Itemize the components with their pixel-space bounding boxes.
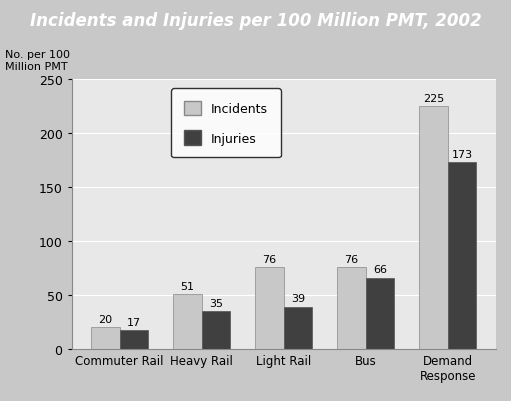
Bar xyxy=(173,294,201,349)
Text: 225: 225 xyxy=(423,94,444,104)
Bar xyxy=(337,267,366,349)
Text: 20: 20 xyxy=(98,314,112,324)
Bar xyxy=(201,311,230,349)
Text: 35: 35 xyxy=(209,298,223,308)
Text: Incidents and Injuries per 100 Million PMT, 2002: Incidents and Injuries per 100 Million P… xyxy=(30,12,481,30)
Bar xyxy=(366,278,394,349)
Text: 76: 76 xyxy=(344,254,358,264)
Text: 66: 66 xyxy=(373,265,387,275)
Bar xyxy=(448,163,476,349)
Legend: Incidents, Injuries: Incidents, Injuries xyxy=(171,89,281,158)
Text: 51: 51 xyxy=(180,281,194,291)
Text: 39: 39 xyxy=(291,294,305,304)
Text: 17: 17 xyxy=(127,318,141,327)
Bar xyxy=(255,267,284,349)
Bar xyxy=(284,307,312,349)
Bar xyxy=(120,330,148,349)
Text: No. per 100
Million PMT: No. per 100 Million PMT xyxy=(5,50,70,72)
Text: 76: 76 xyxy=(262,254,276,264)
Text: 173: 173 xyxy=(452,150,473,160)
Bar xyxy=(91,327,120,349)
Bar xyxy=(419,107,448,349)
